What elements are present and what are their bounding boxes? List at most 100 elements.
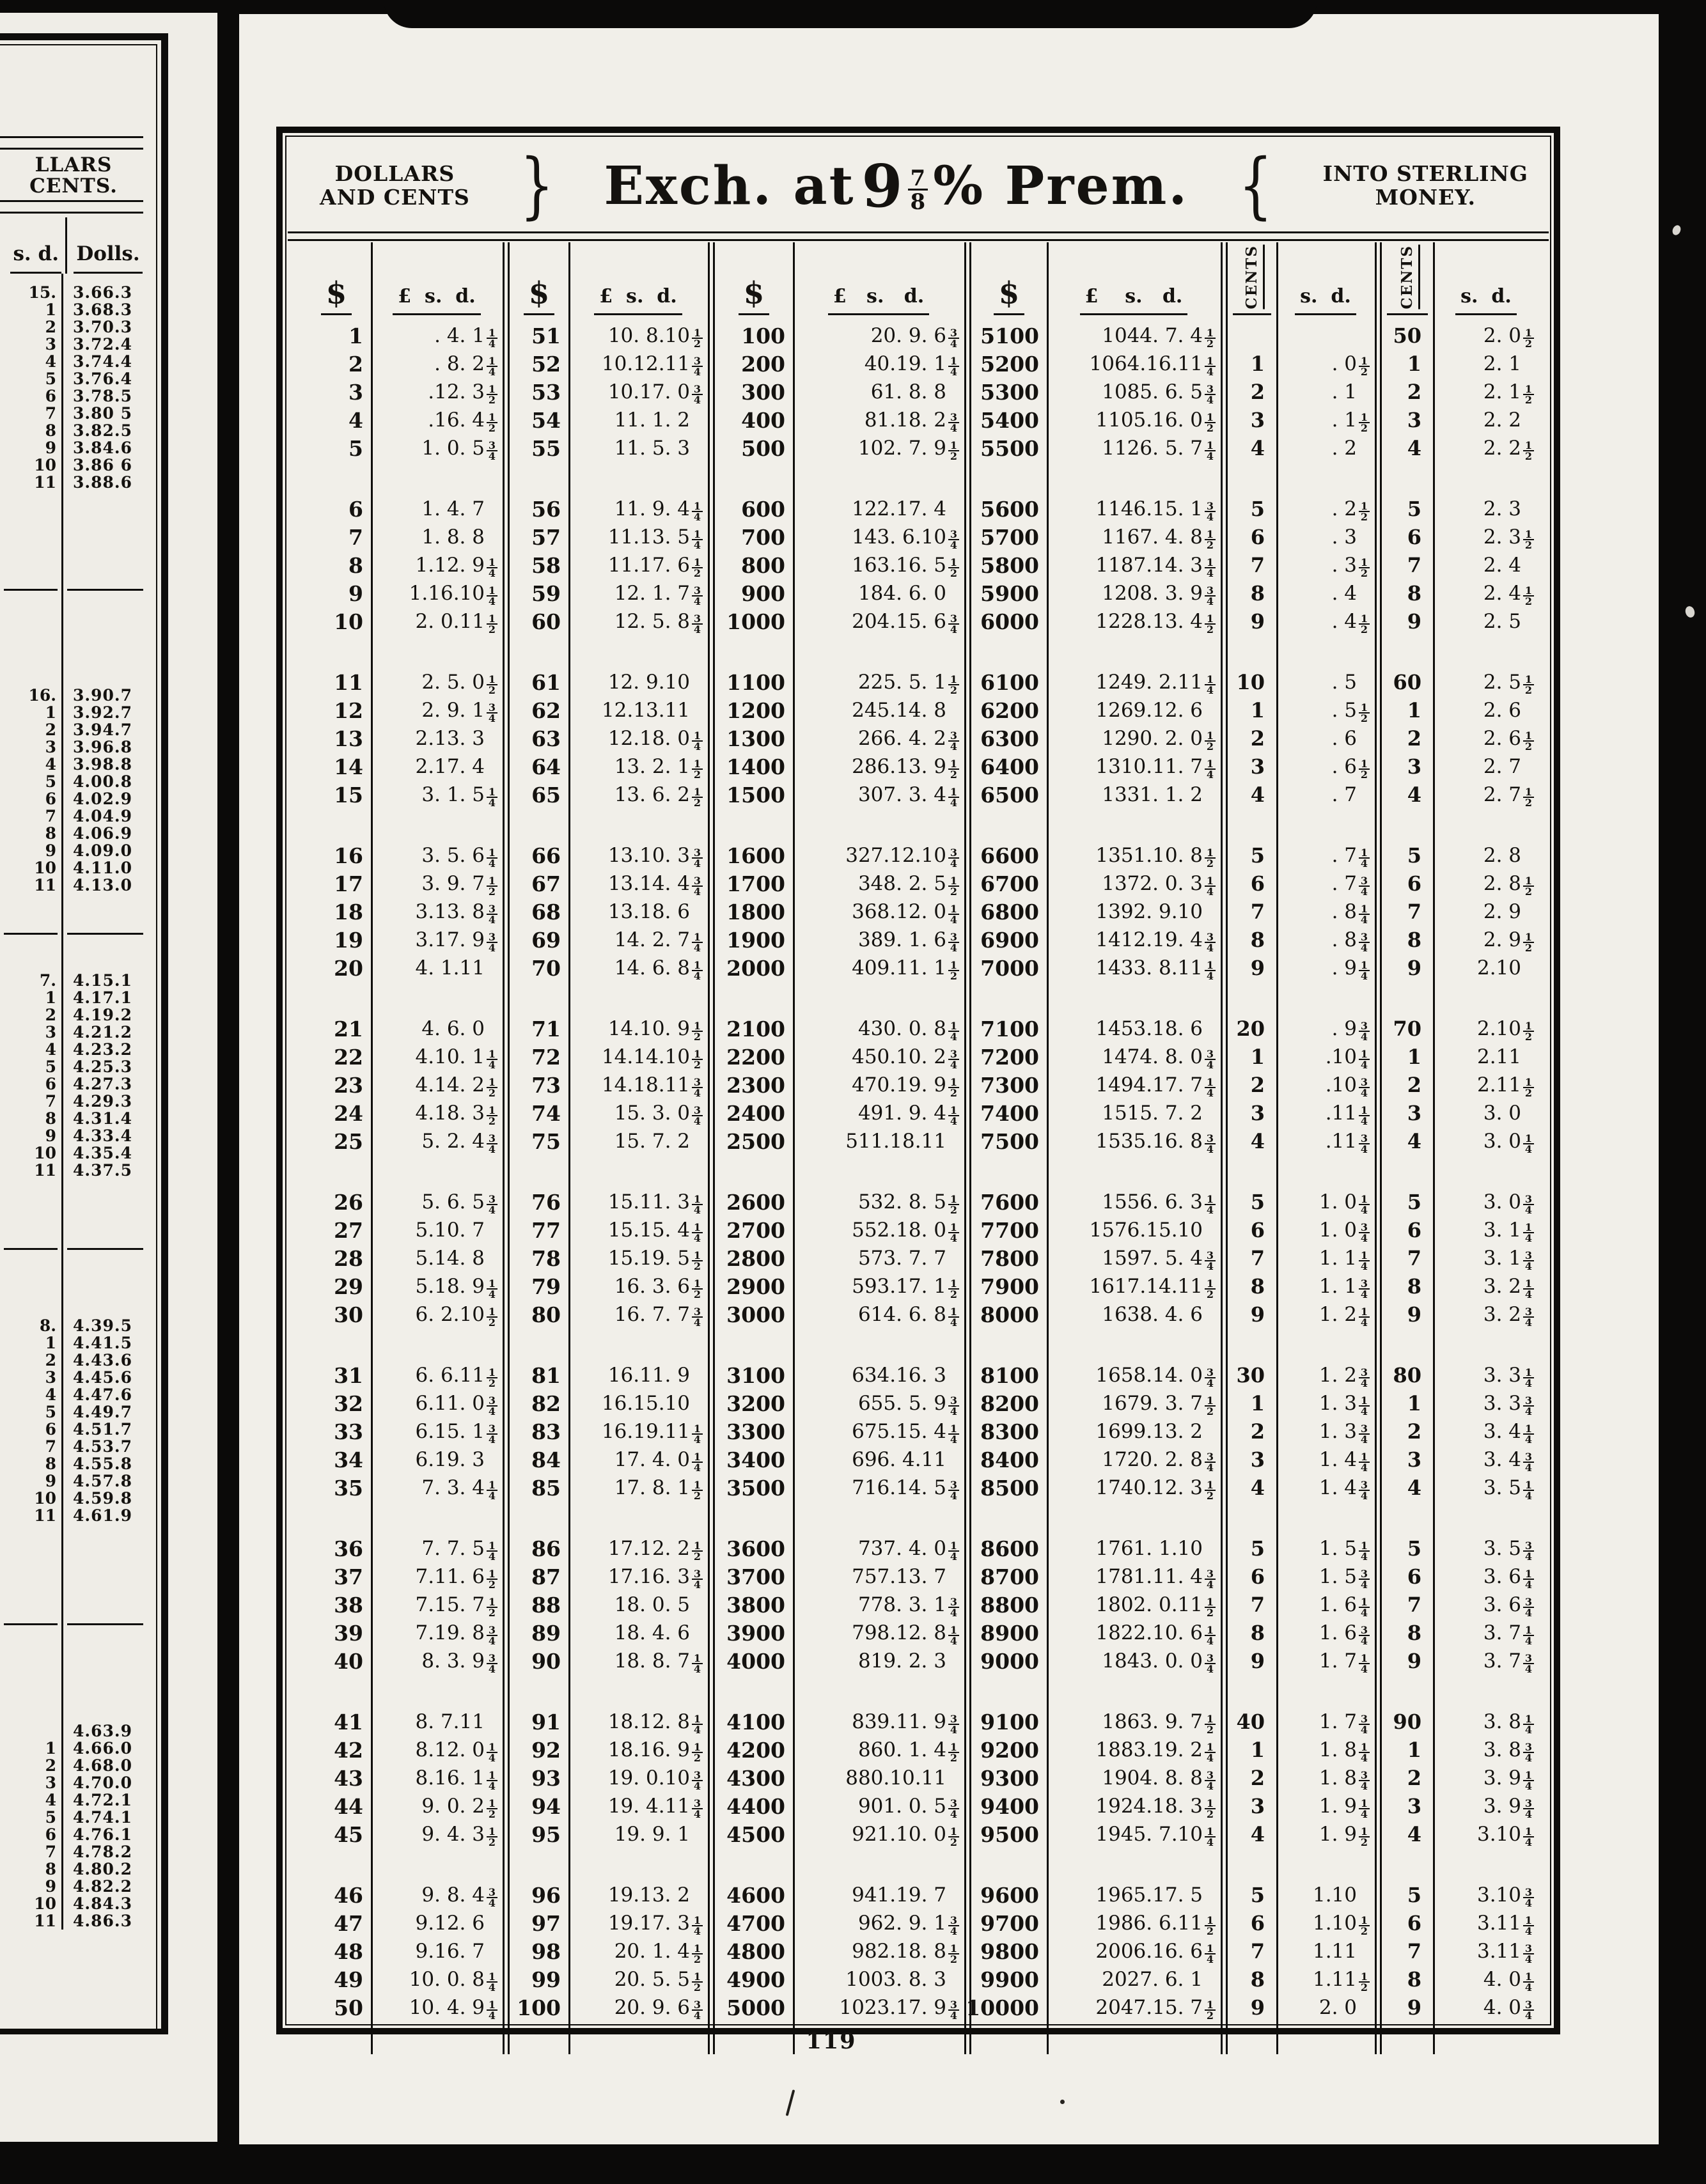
left-table: LLARS CENTS. s. d. Dolls. 15. 1 2 3 4 5 6 7 8 9 10… (0, 33, 168, 2034)
cents-number-cell: 7 (1407, 553, 1421, 577)
row-block: 1556. 6. 314 1576.15.10141597. 5. 4341617… (1049, 1188, 1219, 1329)
main-page (239, 14, 1659, 2144)
row-block: 5 6 7 8 9 (1228, 841, 1276, 982)
rate-label-cell: 10 (34, 1144, 56, 1163)
left-table-title-line2: CENTS. (29, 174, 118, 198)
dollars-value-cell: 4.06.9 (73, 824, 132, 843)
dollar-cell: 89 (531, 1620, 561, 1646)
dollar-header: $ (320, 276, 352, 315)
cents-number-cell: 1 (1250, 1738, 1265, 1762)
left-row-block: 7. 1 2 3 4 5 6 7 8 9 10 11 (0, 933, 61, 1180)
rate-label-cell: 7 (45, 1843, 56, 1862)
sterling-header: £ s. d. (594, 285, 682, 315)
cents-number-cell: 3 (1250, 1447, 1265, 1472)
rate-label-cell: 6 (45, 387, 56, 406)
cents-value-cell: . 214 (1331, 437, 1357, 460)
dollar-cell: 5100 (980, 323, 1039, 348)
dollar-cell: 5200 (980, 351, 1039, 377)
dollars-value-cell: 4.53.7 (73, 1437, 132, 1456)
sterling-value-cell: 1515. 7. 214 (1102, 1102, 1203, 1125)
row-block: 91 92 93 94 95 (510, 1708, 568, 1848)
cents-number-cell: 20 (1236, 1017, 1265, 1041)
cents-number-cell: 4 (1407, 1822, 1421, 1846)
cents-number-cell: 5 (1250, 1536, 1265, 1561)
dollar-cell: 7100 (980, 1016, 1039, 1041)
cents-number-cell: 5 (1407, 1883, 1421, 1907)
dollar-cell: 8100 (980, 1362, 1039, 1388)
sterling-value-cell: 1.16.10 1 4 (373, 579, 501, 607)
cents-number-cell: 8 (1407, 1967, 1421, 1992)
dollar-cell: 5300 (980, 379, 1039, 405)
row-block: 46 47 48 49 50 (302, 1881, 371, 2022)
left-row-block: 3.90.7 3.92.7 3.94.7 3.96.8 3.98.8 4.00.8 4.02… (63, 589, 147, 894)
cents-number-cell: 2 (1407, 1766, 1421, 1790)
dollars-value-cell: 4.09.0 (73, 841, 132, 861)
cents-number-cell: 2 (1250, 380, 1265, 404)
dollar-cell: 99 (531, 1967, 561, 1992)
row-block: 96 97 98 99 100 (510, 1881, 568, 2022)
rate-label-cell: 4 (45, 755, 56, 774)
row-block: 6 7 8 9 10 (302, 495, 371, 636)
sterling-value-cell: 5.10. 714 (415, 1219, 485, 1242)
row-block: 26 27 28 29 30 (302, 1188, 371, 1329)
table-column: $100 200 300 400 500 600 700 800 900 1000 1100 1200… (708, 242, 793, 2054)
dollar-cell: 4200 (726, 1737, 785, 1763)
dollar-cell: 23 (334, 1072, 363, 1098)
cents-number-cell: 8 (1407, 581, 1421, 605)
row-block: 61 62 63 64 65 (510, 668, 568, 809)
dollar-cell: 45 (334, 1821, 363, 1847)
cents-value-cell: . 314 (1331, 526, 1357, 549)
right-brace-glyph: { (1239, 144, 1273, 228)
sterling-value-cell: 16.11. 914 (607, 1364, 690, 1387)
dollar-cell: 4600 (726, 1882, 785, 1908)
row-block: 9100 9200 9300 9400 9500 (971, 1708, 1047, 1848)
cents-number-cell: 80 (1393, 1363, 1421, 1387)
row-block: 50 1 2 3 4 (1382, 322, 1433, 462)
dollar-cell: 67 (531, 871, 561, 896)
cents-number-cell: 6 (1250, 525, 1265, 549)
sterling-value-cell: 19. 0.10 3 4 (570, 1764, 706, 1792)
dollar-cell: 94 (531, 1793, 561, 1819)
dollars-value-cell: 4.19.2 (73, 1006, 132, 1025)
dollars-value-cell: 4.82.2 (73, 1877, 132, 1896)
dollar-cell: 91 (531, 1709, 561, 1735)
rate-label-cell: 1 (45, 1739, 56, 1758)
dollar-cell: 4700 (726, 1910, 785, 1936)
cents-number-cell: 9 (1407, 1649, 1421, 1673)
dollars-value-cell: 4.25.3 (73, 1057, 132, 1077)
cents-value-cell: . 414 (1331, 582, 1357, 605)
rate-label-cell: 7. (39, 971, 56, 990)
dollars-value-cell: 4.35.4 (73, 1144, 132, 1163)
rate-label-cell: 1 (45, 1334, 56, 1353)
cents-number-cell: 7 (1250, 1939, 1265, 1963)
sterling-header: s. d. (1455, 285, 1517, 315)
